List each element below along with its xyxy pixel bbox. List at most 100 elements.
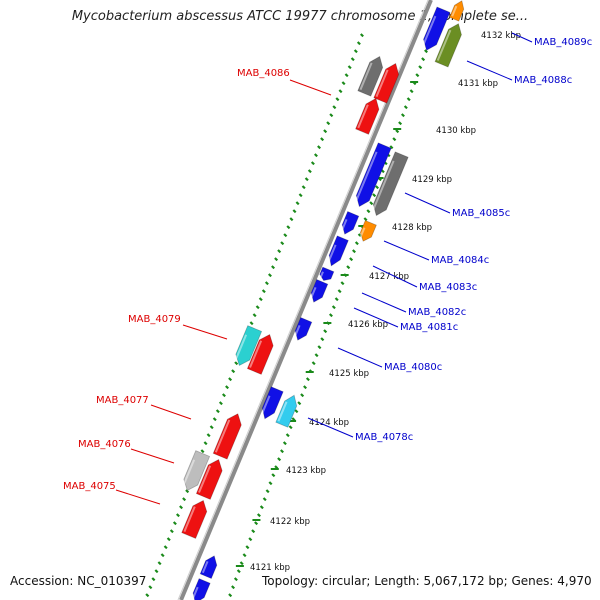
forward-ring-ticks-dot (258, 297, 263, 302)
forward-ring-ticks-dot (264, 281, 269, 286)
forward-ring-ticks-dot (166, 537, 171, 542)
forward-ring-ticks-dot (301, 185, 306, 190)
gene-arrow (423, 6, 451, 51)
forward-ring-ticks-dot (148, 585, 153, 590)
forward-ring-ticks-dot (304, 177, 309, 182)
reverse-ring-ticks-dot (340, 281, 345, 286)
forward-ring-ticks-dot (255, 305, 260, 310)
forward-ring-ticks-dot (157, 561, 162, 566)
forward-ring-ticks-dot (274, 257, 279, 262)
scale-label: 4121 kbp (250, 563, 290, 573)
gene-arrow-highlight (436, 29, 452, 61)
gene-label-forward: MAB_4076 (78, 439, 131, 450)
gene-arrow (183, 450, 211, 492)
gene-arrow (434, 23, 462, 68)
gene-label-reverse: MAB_4081c (400, 322, 458, 333)
gene-arrow-highlight (198, 465, 212, 493)
forward-ring-ticks-dot (169, 529, 174, 534)
scale-label: 4131 kbp (458, 79, 498, 89)
reverse-ring-ticks-dot (228, 593, 233, 598)
reverse-ring-ticks-dot (233, 577, 238, 582)
forward-ring-ticks-dot (286, 225, 291, 230)
scale-label: 4124 kbp (309, 418, 349, 428)
forward-ring-ticks-dot (203, 441, 208, 446)
forward-ring-ticks-dot (175, 513, 180, 518)
gene-arrow-highlight (201, 561, 209, 574)
forward-ring-ticks-dot (179, 505, 184, 510)
forward-ring-ticks-dot (307, 169, 312, 174)
gene-arrow-highlight (183, 506, 196, 532)
reverse-ring-ticks-dot (314, 353, 319, 358)
reverse-ring-ticks-dot (320, 337, 325, 342)
gene-arrow-highlight (421, 15, 437, 47)
reverse-ring-ticks-dot (303, 385, 308, 390)
gene-label-reverse: MAB_4082c (408, 307, 466, 318)
gene-label-forward: MAB_4086 (237, 68, 290, 79)
forward-ring-ticks-dot (206, 433, 211, 438)
map-title: Mycobacterium abscessus ATCC 19977 chrom… (71, 9, 529, 24)
forward-ring-ticks-dot (154, 569, 159, 574)
forward-ring-ticks-dot (338, 89, 343, 94)
gene-arrow (319, 266, 335, 281)
reverse-ring-ticks-dot (294, 409, 299, 414)
scale-label: 4126 kbp (348, 320, 388, 330)
forward-ring-ticks-dot (356, 41, 361, 46)
forward-ring-ticks-dot (271, 265, 276, 270)
reverse-ring-ticks-dot (251, 529, 256, 534)
forward-ring-ticks-dot (277, 249, 282, 254)
gene-arrow (181, 499, 208, 539)
gene-arrow (359, 219, 377, 242)
gene-label-leader (511, 32, 533, 43)
gene-arrow-highlight (359, 227, 366, 239)
reverse-ring-ticks-dot (280, 449, 284, 454)
forward-ring-ticks-dot (326, 121, 331, 126)
reverse-ring-ticks-dot (406, 97, 411, 102)
forward-ring-ticks-dot (228, 377, 233, 382)
gene-arrow (246, 333, 274, 375)
reverse-ring-ticks-dot (277, 457, 282, 462)
forward-ring-ticks-dot (218, 401, 223, 406)
gene-label-reverse: MAB_4078c (355, 432, 413, 443)
gene-label-reverse: MAB_4089c (534, 37, 592, 48)
forward-ring-ticks-dot (160, 553, 165, 558)
forward-ring-ticks-dot (347, 65, 352, 70)
forward-ring-ticks-dot (261, 289, 266, 294)
reverse-ring-ticks-dot (305, 377, 310, 382)
scale-label: 4122 kbp (270, 517, 310, 527)
gene-label-leader (361, 292, 407, 313)
reverse-ring-ticks-dot (256, 513, 261, 518)
reverse-ring-ticks-dot (282, 441, 287, 446)
gene-arrow-highlight (309, 287, 317, 300)
forward-ring-ticks-dot (182, 497, 187, 502)
forward-ring-ticks-dot (335, 97, 340, 102)
forward-ring-ticks-dot (298, 193, 303, 198)
gene-arrow (195, 458, 223, 500)
gene-arrow-highlight (354, 151, 378, 204)
gene-arrow (294, 317, 313, 341)
scale-label: 4123 kbp (286, 466, 326, 476)
gene-label-leader (182, 324, 228, 340)
reverse-ring-ticks-dot (418, 65, 423, 70)
reverse-ring-ticks-dot (380, 169, 385, 174)
gene-arrow-highlight (371, 160, 395, 213)
reverse-ring-ticks-dot (357, 233, 362, 238)
gene-arrow-highlight (277, 401, 288, 422)
gene-arrow (310, 279, 329, 303)
gene-label-reverse: MAB_4088c (514, 75, 572, 86)
forward-ring-ticks-dot (145, 593, 150, 598)
gene-arrow (192, 578, 211, 600)
forward-ring-ticks-dot (185, 489, 190, 494)
gene-arrow (235, 325, 263, 367)
gene-label-leader (130, 448, 175, 464)
gene-arrow (449, 0, 465, 22)
gene-arrow-highlight (249, 340, 263, 368)
forward-ring-ticks-dot (163, 545, 168, 550)
reverse-ring-ticks-dot (268, 481, 273, 486)
forward-ring-ticks-dot (341, 81, 346, 86)
forward-ring-ticks-dot (295, 201, 300, 206)
reverse-ring-ticks-dot (415, 73, 420, 78)
forward-ring-ticks-dot (280, 241, 285, 246)
reverse-ring-ticks-dot (409, 89, 414, 94)
